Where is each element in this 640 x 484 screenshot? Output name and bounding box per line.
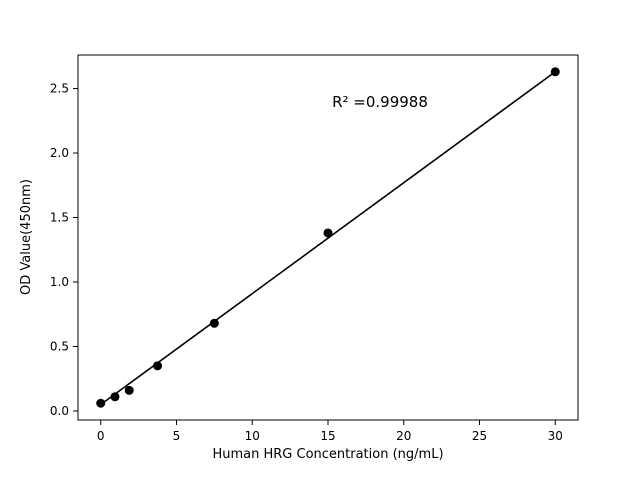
y-tick-label: 1.5 <box>50 211 69 225</box>
data-point <box>153 361 163 371</box>
data-point <box>96 398 106 408</box>
x-tick-label: 5 <box>173 429 181 443</box>
data-point <box>550 67 560 77</box>
r-squared-annotation: R² =0.99988 <box>332 93 428 111</box>
x-tick-label: 30 <box>548 429 563 443</box>
x-tick-label: 20 <box>396 429 411 443</box>
data-point <box>323 228 333 238</box>
fit-line <box>100 71 556 406</box>
y-tick-label: 0.0 <box>50 404 69 418</box>
y-tick-label: 2.0 <box>50 146 69 160</box>
y-tick-label: 2.5 <box>50 82 69 96</box>
y-tick-label: 0.5 <box>50 339 69 353</box>
x-tick-label: 0 <box>97 429 105 443</box>
x-tick-label: 15 <box>320 429 335 443</box>
y-axis-label: OD Value(450nm) <box>19 179 34 295</box>
x-axis-label: Human HRG Concentration (ng/mL) <box>212 447 443 462</box>
data-point <box>124 385 134 395</box>
data-points <box>96 67 560 408</box>
x-axis-ticks: 0 5 10 15 20 25 30 <box>97 420 563 443</box>
x-tick-label: 25 <box>472 429 487 443</box>
regression-line <box>100 71 556 406</box>
data-point <box>110 392 120 402</box>
x-tick-label: 10 <box>245 429 260 443</box>
y-tick-label: 1.0 <box>50 275 69 289</box>
y-axis-ticks: 0.0 0.5 1.0 1.5 2.0 2.5 <box>50 82 78 418</box>
data-point <box>209 318 219 328</box>
